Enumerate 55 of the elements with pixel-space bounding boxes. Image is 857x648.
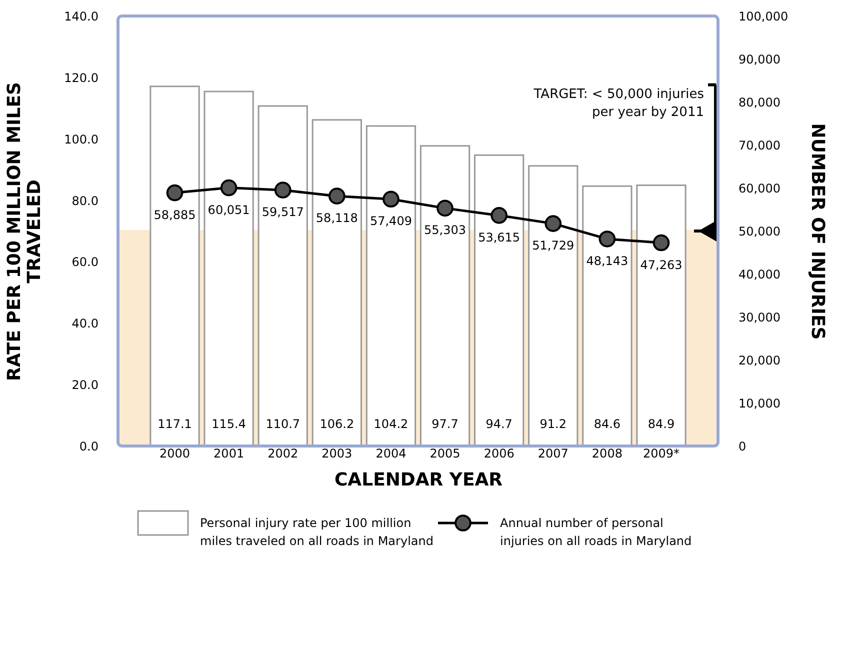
y2-tick-label: 60,000: [738, 182, 780, 196]
data-label: 110.7: [266, 417, 300, 431]
legend-label: Personal injury rate per 100 million miles traveled on all roads in Maryland: [200, 516, 434, 548]
data-label: 97.7: [432, 417, 458, 431]
data-label: 91.2: [540, 417, 566, 431]
y-tick-label: 0.0: [79, 440, 98, 454]
data-label: 115.4: [212, 417, 246, 431]
x-tick-label: 2009*: [642, 446, 680, 460]
y-tick-label: 40.0: [72, 316, 98, 331]
data-label: 47,263: [640, 258, 682, 272]
data-label: 84.9: [648, 417, 675, 431]
y2-tick-label: 20,000: [738, 354, 780, 368]
x-axis-title: CALENDAR YEAR: [334, 470, 503, 490]
ref-line-label: TARGET: < 50,000 injuries per year by 2011: [532, 86, 704, 120]
y-axis-title: RATE PER 100 MILLION MILES TRAVELED: [4, 82, 46, 381]
x-tick-label: 2006: [484, 446, 514, 460]
x-tick-label: 2002: [268, 446, 298, 460]
data-label: 84.6: [594, 417, 621, 431]
data-label: 51,729: [532, 238, 574, 253]
y-tick-label: 140.0: [64, 10, 98, 24]
data-label: 48,143: [586, 254, 628, 268]
data-label: 59,517: [262, 205, 304, 220]
data-label: 55,303: [424, 223, 466, 238]
x-tick-label: 2001: [214, 446, 244, 460]
data-label: 106.2: [320, 417, 354, 431]
data-label: 53,615: [478, 230, 520, 244]
y2-tick-label: 100,000: [738, 10, 788, 24]
x-tick-label: 2003: [322, 446, 352, 460]
x-tick-label: 2008: [592, 446, 622, 460]
y2-axis-title: NUMBER OF INJURIES: [807, 123, 828, 340]
x-tick-label: 2005: [430, 446, 460, 460]
data-label: 60,051: [208, 202, 250, 217]
y-tick-label: 80.0: [72, 194, 98, 208]
x-tick-label: 2007: [538, 446, 568, 460]
data-label: 94.7: [486, 417, 512, 431]
y2-tick-label: 0: [738, 440, 746, 454]
y2-tick-label: 90,000: [738, 52, 780, 66]
y-tick-label: 120.0: [64, 70, 98, 85]
y-tick-label: 20.0: [72, 378, 98, 392]
data-label: 57,409: [370, 214, 412, 228]
y2-tick-label: 30,000: [738, 310, 780, 324]
y2-tick-label: 50,000: [738, 224, 780, 238]
x-tick-label: 2004: [376, 446, 406, 460]
y-tick-label: 100.0: [64, 132, 98, 146]
y2-tick-label: 10,000: [738, 396, 780, 410]
data-label: 104.2: [374, 417, 408, 431]
y2-tick-label: 70,000: [738, 138, 780, 152]
y2-tick-label: 40,000: [738, 268, 780, 282]
y-tick-label: 60.0: [72, 255, 98, 270]
legend-label: Annual number of personal injuries on all roads in Maryland: [500, 516, 692, 548]
x-tick-label: 2000: [159, 446, 190, 460]
data-label: 58,118: [316, 211, 358, 226]
data-label: 58,885: [154, 208, 196, 222]
y2-tick-label: 80,000: [738, 96, 780, 110]
data-label: 117.1: [158, 417, 192, 431]
